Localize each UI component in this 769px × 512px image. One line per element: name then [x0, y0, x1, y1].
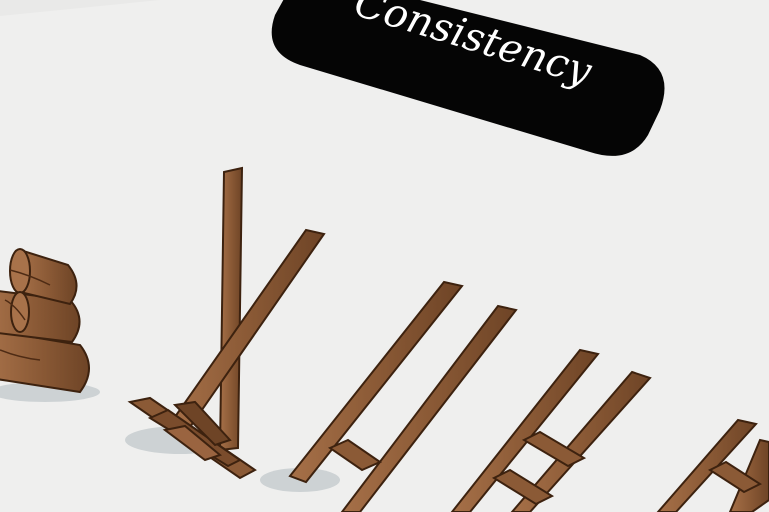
ladder-icon-2 [450, 348, 652, 512]
banner: Consistency [271, 0, 665, 156]
ladder-icon [260, 280, 518, 512]
ladder-icon-3 [656, 418, 769, 512]
log-pile-icon [0, 248, 100, 402]
leaning-planks-icon [125, 166, 326, 480]
